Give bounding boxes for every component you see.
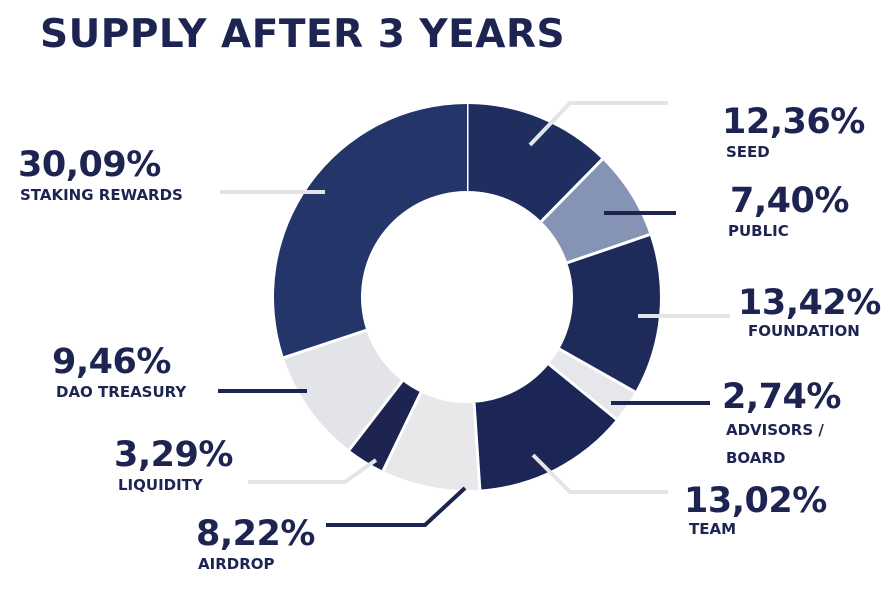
slice-separator (566, 233, 651, 265)
slice-separator (540, 158, 604, 223)
slice-separator (283, 328, 367, 360)
slice-liquidity (349, 380, 421, 471)
label-airdrop: 8,22% AIRDROP (196, 515, 315, 575)
slice-separator (472, 402, 482, 490)
team-value-label: 13,02% (684, 481, 827, 521)
slice-public (541, 159, 650, 263)
chart-title: SUPPLY AFTER 3 YEARS (40, 12, 566, 57)
label-liquidity: 3,29% LIQUIDITY (114, 436, 233, 496)
slice-team (474, 364, 617, 490)
label-team: 13,02% TEAM (684, 482, 827, 540)
slice-foundation (559, 234, 660, 392)
liquidity-name-label: LIQUIDITY (118, 476, 203, 494)
foundation-name-label: FOUNDATION (748, 322, 860, 340)
slice-separator (348, 380, 404, 451)
public-name-label: PUBLIC (728, 222, 789, 240)
slice-staking-rewards (274, 104, 467, 358)
seed-value-label: 12,36% (722, 102, 865, 142)
leader-line-seed (528, 101, 668, 147)
leader-line-liquidity (248, 458, 378, 484)
label-dao-treasury: 9,46% DAO TREASURY (52, 343, 186, 403)
staking-name-label: STAKING REWARDS (20, 186, 183, 204)
airdrop-name-label: AIRDROP (198, 555, 275, 573)
slice-separator (381, 391, 423, 472)
slice-airdrop (383, 392, 480, 490)
slice-separator (548, 362, 618, 421)
label-foundation: 13,42% FOUNDATION (738, 284, 881, 342)
staking-value-label: 30,09% (18, 145, 161, 185)
airdrop-value-label: 8,22% (196, 514, 315, 554)
liquidity-value-label: 3,29% (114, 435, 233, 475)
label-public: 7,40% PUBLIC (728, 181, 849, 242)
seed-name-label: SEED (726, 143, 770, 161)
slice-dao-treasury (283, 330, 403, 450)
public-value-label: 7,40% (730, 181, 849, 221)
foundation-value-label: 13,42% (738, 283, 881, 323)
advisors-name-label: ADVISORS / BOARD (726, 421, 824, 467)
label-seed: 12,36% SEED (722, 103, 865, 163)
leader-line-team (531, 453, 668, 494)
advisors-value-label: 2,74% (722, 377, 841, 417)
dao-treasury-name-label: DAO TREASURY (56, 383, 187, 401)
team-name-label: TEAM (689, 520, 737, 538)
dao-treasury-value-label: 9,46% (52, 342, 171, 382)
label-staking-rewards: 30,09% STAKING REWARDS (18, 146, 183, 206)
label-advisors-board: 2,74% ADVISORS / BOARD (722, 378, 841, 472)
leader-line-airdrop (326, 486, 467, 527)
slice-separator (558, 347, 636, 394)
